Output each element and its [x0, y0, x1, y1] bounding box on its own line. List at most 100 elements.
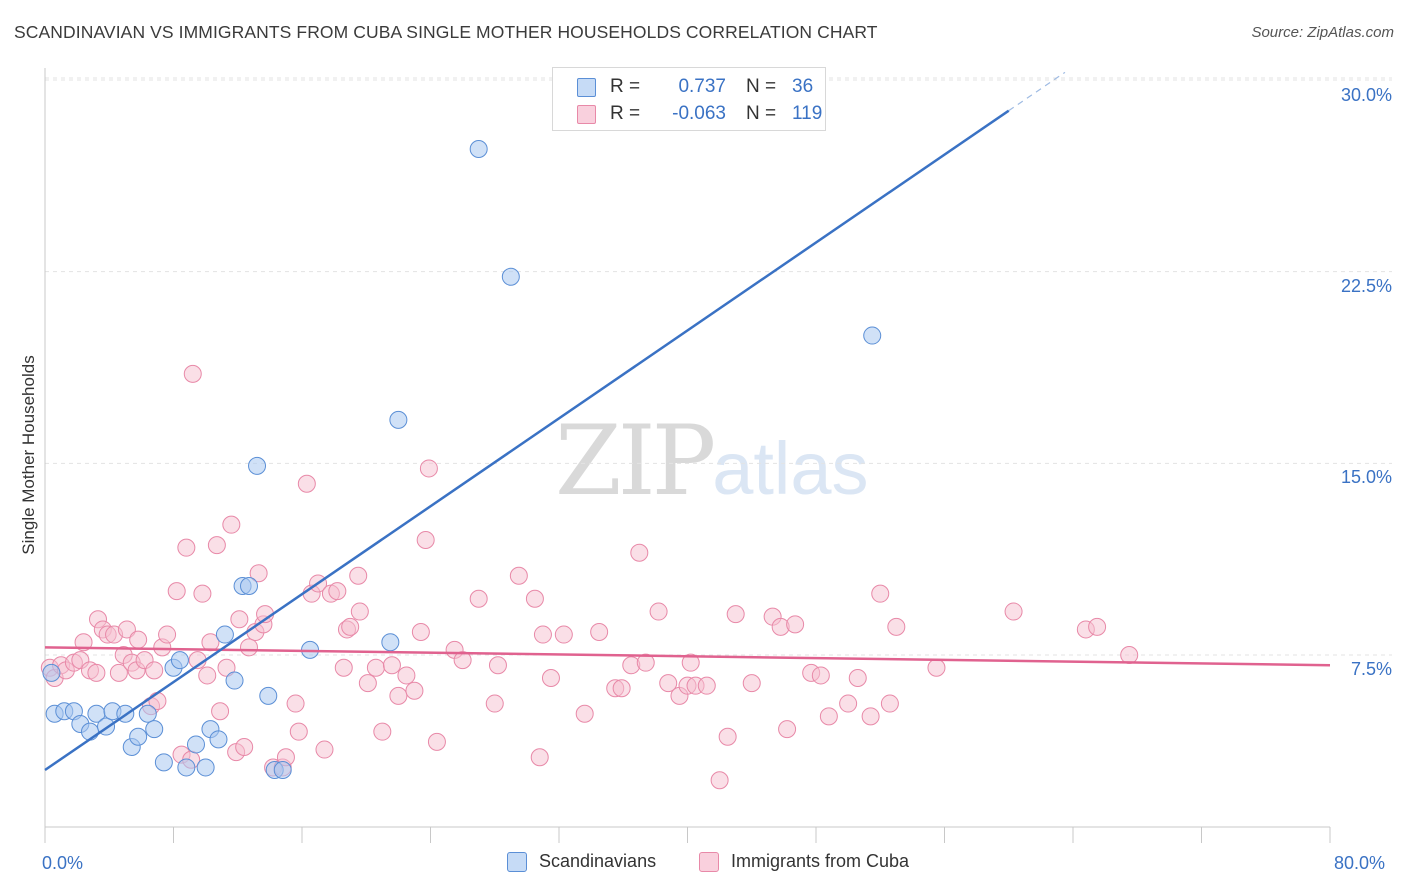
cuba-point: [612, 679, 631, 698]
scandinavian-point: [501, 267, 520, 286]
cuba-point: [871, 584, 890, 603]
correlation-legend: R = 0.737 N = 36 R = -0.063 N = 119: [552, 67, 826, 131]
scandinavian-trend-extension: [1008, 71, 1066, 112]
cuba-point: [87, 663, 106, 682]
legend-row-cuba: R = -0.063 N = 119: [577, 101, 822, 127]
cuba-point: [590, 623, 609, 641]
cuba-point: [222, 515, 241, 534]
cuba-point: [405, 681, 424, 700]
legend-row-scandinavians: R = 0.737 N = 36: [577, 74, 813, 100]
cuba-point: [349, 566, 368, 585]
legend-n-value: 119: [792, 103, 823, 124]
cuba-point: [289, 722, 308, 741]
cuba-point: [533, 625, 552, 644]
legend-r-value: 0.737: [678, 76, 726, 97]
y-tick-label: 15.0%: [1340, 467, 1392, 487]
cuba-point: [74, 633, 93, 652]
y-axis-label: Single Mother Households: [19, 355, 38, 555]
cuba-trend-line: [44, 646, 1331, 667]
chart-title: SCANDINAVIAN VS IMMIGRANTS FROM CUBA SIN…: [14, 22, 878, 42]
cuba-point: [411, 623, 430, 641]
cuba-point: [129, 630, 148, 649]
scandinavian-point: [129, 727, 148, 746]
legend-swatch-pink: [699, 851, 719, 872]
cuba-point: [488, 656, 507, 675]
scandinavian-point: [239, 577, 258, 595]
cuba-point: [198, 666, 217, 685]
cuba-point: [341, 617, 360, 636]
cuba-point: [880, 694, 899, 713]
source-label: Source: ZipAtlas.com: [1251, 24, 1394, 41]
cuba-point: [315, 740, 334, 759]
scandinavian-point: [170, 651, 189, 670]
cuba-point: [366, 658, 385, 677]
scandinavian-point: [80, 722, 99, 741]
cuba-point: [397, 666, 416, 685]
cuba-point: [117, 620, 136, 639]
scandinavian-point: [248, 456, 267, 475]
scandinavian-point: [138, 704, 157, 723]
cuba-point: [230, 610, 249, 629]
scandinavian-point: [154, 753, 173, 772]
cuba-point: [742, 674, 761, 693]
cuba-point: [861, 707, 880, 726]
cuba-point: [649, 602, 668, 621]
legend-r-label: R =: [610, 103, 641, 124]
cuba-point: [778, 720, 797, 739]
cuba-point: [927, 658, 946, 677]
cuba-point: [167, 582, 186, 601]
scandinavian-point: [273, 761, 292, 779]
scandinavian-point: [145, 720, 164, 739]
scandinavian-point: [196, 758, 215, 777]
y-tick-label: 30.0%: [1340, 85, 1392, 105]
cuba-point: [373, 722, 392, 741]
legend-item-scandinavians: Scandinavians: [507, 851, 656, 872]
cuba-point: [145, 661, 164, 680]
cuba-point: [211, 702, 230, 721]
legend-swatch-blue: [507, 851, 527, 872]
cuba-point: [509, 566, 528, 585]
cuba-point: [358, 674, 377, 693]
cuba-point: [419, 459, 438, 478]
cuba-point: [427, 732, 446, 751]
scandinavian-point: [215, 625, 234, 644]
legend-label: Immigrants from Cuba: [731, 851, 910, 871]
cuba-point: [659, 674, 678, 693]
cuba-point: [334, 658, 353, 677]
cuba-point: [350, 602, 369, 621]
cuba-point: [297, 474, 316, 493]
cuba-point: [217, 658, 236, 677]
scandinavian-point: [863, 326, 882, 345]
legend-r-value: -0.063: [672, 103, 726, 124]
cuba-point: [389, 686, 408, 705]
legend-swatch-pink: [577, 104, 596, 124]
cuba-point: [848, 669, 867, 687]
cuba-point: [525, 589, 544, 608]
cuba-point: [1004, 602, 1023, 621]
cuba-point: [530, 748, 549, 767]
scandinavian-point: [209, 730, 228, 749]
scandinavian-trend-line: [44, 109, 1010, 772]
cuba-point: [811, 666, 830, 685]
legend-r-label: R =: [610, 76, 641, 97]
legend-swatch-blue: [577, 77, 596, 97]
scandinavian-point: [389, 410, 408, 429]
x-tick-label: 80.0%: [1334, 853, 1386, 873]
legend-item-cuba: Immigrants from Cuba: [699, 851, 909, 872]
y-tick-label: 22.5%: [1340, 276, 1392, 296]
cuba-point: [786, 615, 805, 634]
cuba-point: [710, 771, 729, 790]
cuba-point: [249, 564, 268, 583]
cuba-point: [382, 656, 401, 675]
series-legend: Scandinavians Immigrants from Cuba: [0, 851, 1406, 877]
cuba-point: [819, 707, 838, 726]
legend-n-value: 36: [792, 76, 814, 97]
cuba-point: [718, 727, 737, 746]
cuba-point: [286, 694, 305, 713]
legend-label: Scandinavians: [539, 851, 657, 871]
cuba-point: [453, 651, 472, 670]
cuba-point: [158, 625, 177, 644]
cuba-point: [681, 653, 700, 672]
cuba-point: [183, 364, 202, 383]
